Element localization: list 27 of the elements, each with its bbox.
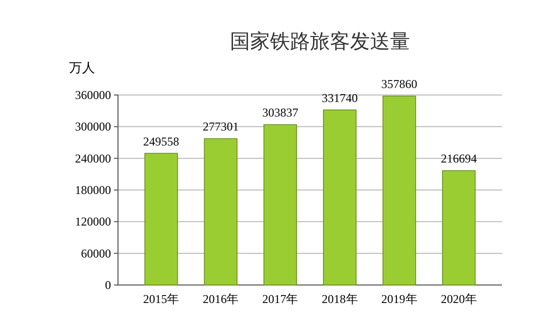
chart-title: 国家铁路旅客发送量: [230, 29, 410, 53]
y-tick-label: 360000: [75, 88, 111, 102]
data-label: 303837: [262, 106, 298, 120]
x-tick-label: 2018年: [322, 292, 358, 306]
bar: [442, 170, 476, 286]
y-tick-label: 60000: [81, 246, 111, 260]
y-axis-title: 万人: [69, 61, 95, 76]
x-tick-label: 2020年: [440, 292, 477, 306]
y-tick-label: 300000: [75, 120, 111, 134]
x-tick-label: 2019年: [381, 292, 418, 306]
data-label: 216694: [440, 152, 477, 166]
y-tick-label: 180000: [75, 183, 111, 197]
bar: [322, 110, 357, 286]
bar: [204, 138, 238, 286]
x-tick-label: 2017年: [262, 292, 298, 306]
bar: [144, 152, 178, 286]
x-tick-label: 2015年: [143, 292, 180, 306]
data-label: 249558: [143, 134, 180, 148]
bar: [263, 124, 298, 286]
x-tick-label: 2016年: [202, 292, 239, 306]
y-tick-label: 240000: [75, 151, 111, 166]
data-label: 331740: [322, 90, 358, 105]
y-tick-label: 120000: [75, 214, 111, 229]
data-label: 277301: [202, 120, 239, 134]
bar: [382, 96, 416, 286]
data-label: 357860: [381, 77, 418, 92]
y-tick-label: 0: [105, 278, 111, 292]
